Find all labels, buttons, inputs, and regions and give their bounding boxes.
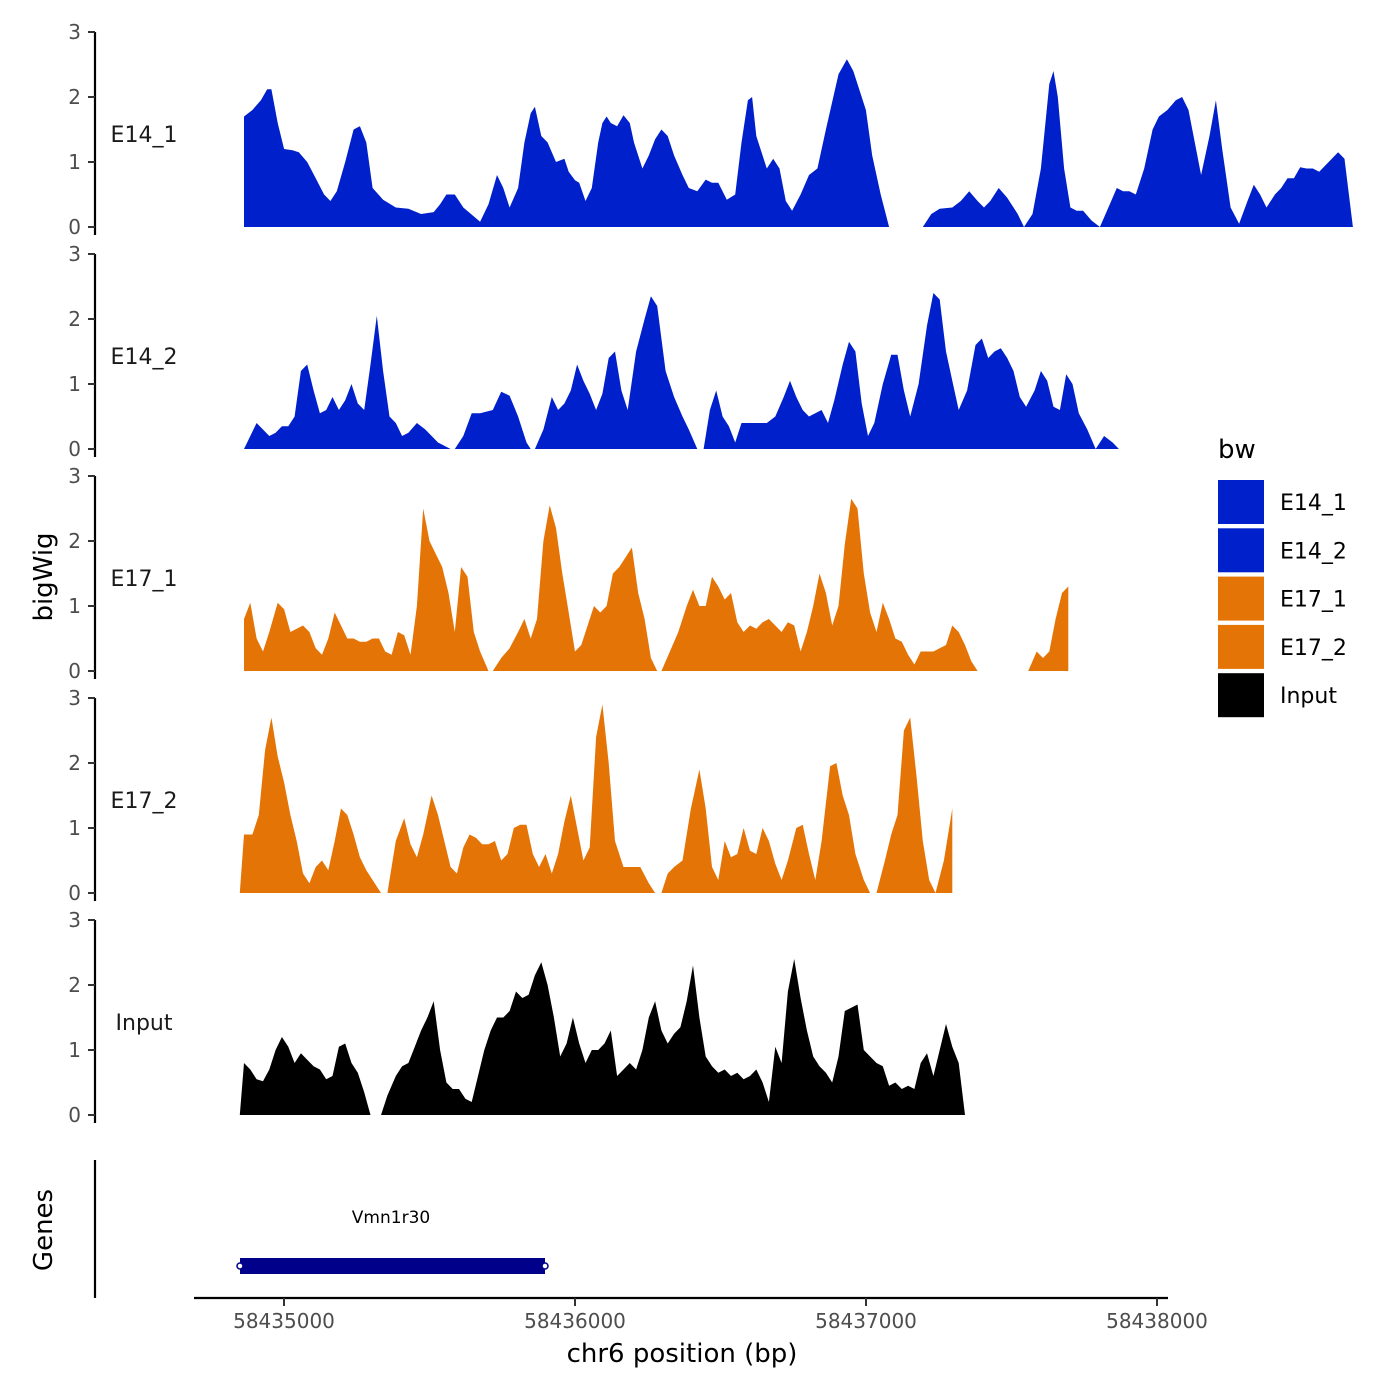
- legend-swatch: [1218, 528, 1264, 573]
- signal-area-e17-1-0: [244, 508, 489, 671]
- x-axis-title: chr6 position (bp): [567, 1339, 798, 1369]
- y-tick-label: 1: [68, 816, 81, 840]
- track-label: E17_2: [111, 789, 178, 814]
- y-tick-label: 3: [68, 686, 81, 710]
- signal-area-e14-1-1: [922, 71, 1353, 227]
- y-tick-label: 1: [68, 594, 81, 618]
- track-e14-2: 0 1 2 3 E14_2: [68, 242, 1119, 461]
- y-tick-label: 1: [68, 372, 81, 396]
- signal-area-e14-2-0: [244, 315, 451, 449]
- legend-swatch: [1218, 673, 1264, 718]
- track-label: E14_2: [111, 345, 178, 370]
- gene-name-label: Vmn1r30: [352, 1208, 430, 1228]
- signal-area-input-0: [239, 1037, 371, 1115]
- y-tick-label: 0: [68, 881, 81, 905]
- x-tick-label: 58437000: [815, 1309, 917, 1333]
- legend-title: bw: [1218, 435, 1256, 465]
- y-tick-label: 0: [68, 437, 81, 461]
- x-tick-label: 58435000: [233, 1309, 335, 1333]
- signal-area-e14-2-2: [534, 296, 698, 449]
- track-label: E14_1: [111, 123, 178, 148]
- y-tick-label: 0: [68, 215, 81, 239]
- legend-label: E17_2: [1280, 636, 1347, 661]
- track-label: E17_1: [111, 567, 178, 592]
- legend-label: E17_1: [1280, 588, 1347, 613]
- y-tick-label: 3: [68, 464, 81, 488]
- gene-end-marker: [541, 1262, 549, 1270]
- signal-area-input-1: [381, 959, 965, 1115]
- gene-bar: [240, 1258, 545, 1274]
- y-axis-title: bigWig: [29, 532, 59, 621]
- track-e14-1: 0 1 2 3 E14_1: [68, 20, 1353, 239]
- signal-area-e17-2-3: [876, 717, 953, 893]
- legend-swatch: [1218, 624, 1264, 669]
- y-tick-label: 0: [68, 659, 81, 683]
- genes-panel: Vmn1r30: [93, 1160, 549, 1298]
- genes-axis-title: Genes: [29, 1189, 59, 1271]
- track-panels: 0 1 2 3 E14_1 0 1 2 3 E14_2 0 1 2 3 E17_1 0 1 2 3 E17_2 0 1 2 3…: [68, 20, 1353, 1127]
- y-tick-label: 3: [68, 908, 81, 932]
- signal-area-e17-2-1: [387, 704, 656, 893]
- y-tick-label: 1: [68, 1038, 81, 1062]
- legend-label: E14_2: [1280, 539, 1347, 564]
- signal-area-e14-2-3: [703, 293, 1119, 449]
- signal-area-e17-2-0: [239, 717, 381, 893]
- signal-area-e14-2-1: [454, 391, 531, 449]
- signal-area-e17-1-3: [1028, 586, 1069, 671]
- legend-label: E14_1: [1280, 491, 1347, 516]
- signal-area-e17-1-2: [661, 498, 978, 671]
- legend: bw E14_1 E14_2 E17_1 E17_2 Input: [1218, 435, 1347, 718]
- track-label: Input: [116, 1011, 173, 1036]
- x-tick-label: 58438000: [1106, 1309, 1208, 1333]
- legend-swatch: [1218, 576, 1264, 621]
- y-tick-label: 1: [68, 150, 81, 174]
- y-tick-label: 2: [68, 307, 81, 331]
- y-tick-label: 2: [68, 529, 81, 553]
- signal-area-e17-2-2: [661, 763, 871, 893]
- y-tick-label: 3: [68, 20, 81, 44]
- track-e17-1: 0 1 2 3 E17_1: [68, 464, 1069, 683]
- y-tick-label: 2: [68, 85, 81, 109]
- y-tick-label: 3: [68, 242, 81, 266]
- track-e17-2: 0 1 2 3 E17_2: [68, 686, 953, 905]
- gene-start-marker: [236, 1262, 244, 1270]
- signal-area-e17-1-1: [492, 505, 658, 671]
- x-axis: 58435000 58436000 58437000 58438000: [194, 1296, 1208, 1333]
- y-tick-label: 2: [68, 751, 81, 775]
- legend-swatch: [1218, 480, 1264, 524]
- signal-area-e14-1-0: [244, 59, 890, 227]
- y-tick-label: 2: [68, 973, 81, 997]
- y-tick-label: 0: [68, 1103, 81, 1127]
- x-tick-label: 58436000: [524, 1309, 626, 1333]
- track-input: 0 1 2 3 Input: [68, 908, 965, 1127]
- legend-label: Input: [1280, 684, 1337, 709]
